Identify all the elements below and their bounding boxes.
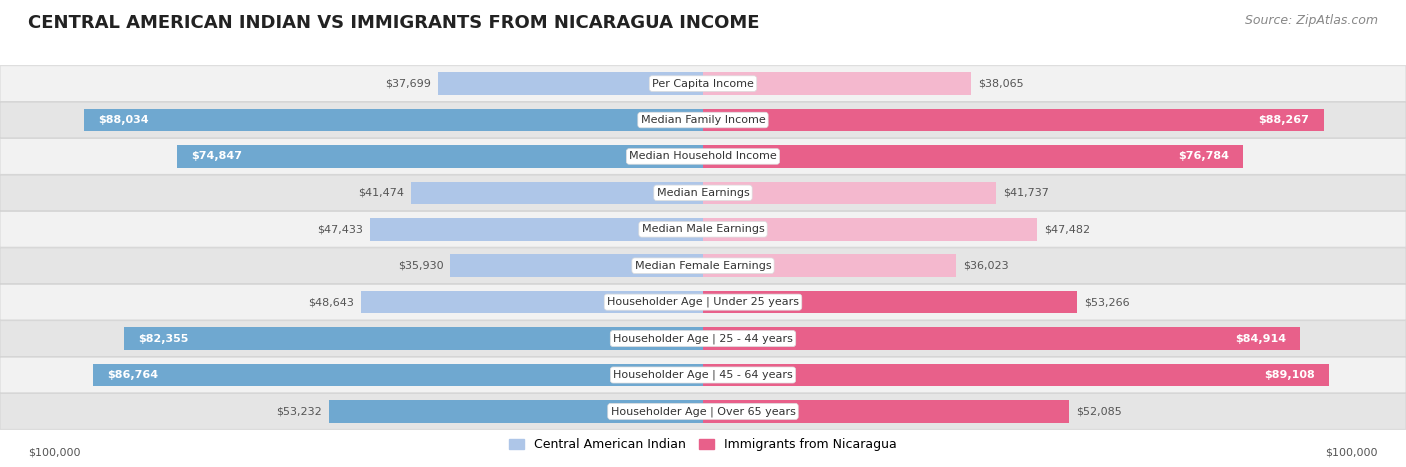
Text: Median Family Income: Median Family Income: [641, 115, 765, 125]
Bar: [329, 400, 703, 423]
Bar: [370, 218, 703, 241]
Bar: [703, 400, 1069, 423]
Bar: [177, 145, 703, 168]
Text: $52,085: $52,085: [1076, 406, 1122, 417]
FancyBboxPatch shape: [0, 357, 1406, 393]
Text: $53,232: $53,232: [276, 406, 322, 417]
Text: $76,784: $76,784: [1178, 151, 1229, 162]
Text: Householder Age | 45 - 64 years: Householder Age | 45 - 64 years: [613, 370, 793, 380]
FancyBboxPatch shape: [0, 321, 1406, 356]
Bar: [124, 327, 703, 350]
Text: CENTRAL AMERICAN INDIAN VS IMMIGRANTS FROM NICARAGUA INCOME: CENTRAL AMERICAN INDIAN VS IMMIGRANTS FR…: [28, 14, 759, 32]
Bar: [703, 109, 1323, 131]
Bar: [703, 364, 1330, 386]
Text: $74,847: $74,847: [191, 151, 242, 162]
FancyBboxPatch shape: [0, 212, 1406, 247]
Text: $48,643: $48,643: [308, 297, 354, 307]
Bar: [412, 182, 703, 204]
Text: $88,034: $88,034: [98, 115, 149, 125]
Text: $100,000: $100,000: [28, 448, 80, 458]
Text: Source: ZipAtlas.com: Source: ZipAtlas.com: [1244, 14, 1378, 27]
Text: $82,355: $82,355: [138, 333, 188, 344]
Text: $36,023: $36,023: [963, 261, 1010, 271]
Text: $37,699: $37,699: [385, 78, 432, 89]
FancyBboxPatch shape: [0, 284, 1406, 320]
Bar: [93, 364, 703, 386]
Text: $89,108: $89,108: [1264, 370, 1316, 380]
Text: $53,266: $53,266: [1084, 297, 1130, 307]
Bar: [703, 182, 997, 204]
Text: Householder Age | Over 65 years: Householder Age | Over 65 years: [610, 406, 796, 417]
FancyBboxPatch shape: [0, 394, 1406, 429]
FancyBboxPatch shape: [0, 139, 1406, 174]
Bar: [703, 291, 1077, 313]
Text: $38,065: $38,065: [977, 78, 1024, 89]
Text: Householder Age | Under 25 years: Householder Age | Under 25 years: [607, 297, 799, 307]
Text: $88,267: $88,267: [1258, 115, 1309, 125]
Text: $41,737: $41,737: [1004, 188, 1049, 198]
FancyBboxPatch shape: [0, 102, 1406, 138]
Text: Median Female Earnings: Median Female Earnings: [634, 261, 772, 271]
Text: $41,474: $41,474: [359, 188, 405, 198]
Text: $86,764: $86,764: [107, 370, 159, 380]
Text: $84,914: $84,914: [1234, 333, 1286, 344]
Text: Median Household Income: Median Household Income: [628, 151, 778, 162]
Bar: [439, 72, 703, 95]
Text: $47,482: $47,482: [1043, 224, 1090, 234]
Bar: [703, 72, 970, 95]
Bar: [84, 109, 703, 131]
Legend: Central American Indian, Immigrants from Nicaragua: Central American Indian, Immigrants from…: [505, 433, 901, 456]
Bar: [703, 327, 1301, 350]
FancyBboxPatch shape: [0, 248, 1406, 283]
FancyBboxPatch shape: [0, 175, 1406, 211]
Bar: [703, 145, 1243, 168]
Text: $100,000: $100,000: [1326, 448, 1378, 458]
Bar: [703, 218, 1036, 241]
FancyBboxPatch shape: [0, 66, 1406, 101]
Text: $47,433: $47,433: [316, 224, 363, 234]
Bar: [450, 255, 703, 277]
Text: Per Capita Income: Per Capita Income: [652, 78, 754, 89]
Bar: [361, 291, 703, 313]
Text: Median Male Earnings: Median Male Earnings: [641, 224, 765, 234]
Text: Householder Age | 25 - 44 years: Householder Age | 25 - 44 years: [613, 333, 793, 344]
Text: $35,930: $35,930: [398, 261, 443, 271]
Text: Median Earnings: Median Earnings: [657, 188, 749, 198]
Bar: [703, 255, 956, 277]
